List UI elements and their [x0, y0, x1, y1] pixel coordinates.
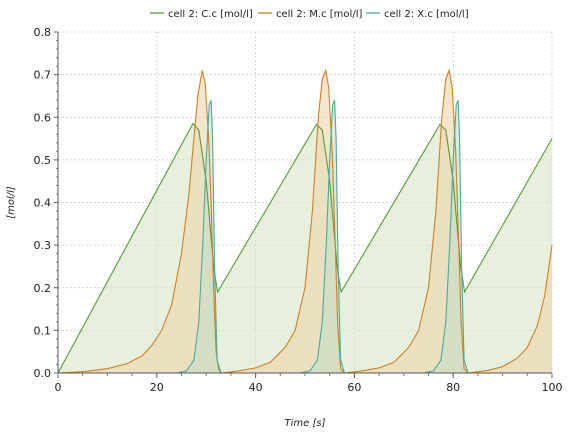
series-line-2	[58, 99, 552, 374]
y-tick-label-2: 0.2	[34, 282, 52, 295]
series-area-2	[58, 100, 552, 373]
x-tick-label-5: 100	[542, 381, 563, 394]
legend-label-0: cell 2: C.c [mol/l]	[168, 9, 253, 20]
axes: 0.0 0.1 0.2 0.3 0.4 0.5 0.6 0.7 0.8 0 20 40 60 80 100	[34, 26, 563, 394]
legend-label-2: cell 2: X.c [mol/l]	[384, 9, 469, 20]
y-tick-label-1: 0.1	[34, 324, 52, 337]
x-tick-label-2: 40	[249, 381, 263, 394]
series-line-0	[57, 122, 553, 374]
y-tick-label-4: 0.4	[34, 197, 52, 210]
legend-label-1: cell 2: M.c [mol/l]	[276, 9, 362, 20]
x-axis-title: Time [s]	[285, 418, 326, 429]
y-tick-label-8: 0.8	[34, 26, 52, 39]
y-tick-label-0: 0.0	[34, 367, 52, 380]
y-tick-label-3: 0.3	[34, 239, 52, 252]
x-tick-label-0: 0	[55, 381, 62, 394]
plot-area	[57, 31, 553, 374]
series-line-1	[57, 68, 553, 374]
x-tick-label-4: 80	[446, 381, 460, 394]
y-tick-label-6: 0.6	[34, 111, 52, 124]
series-area-1	[58, 70, 552, 374]
x-tick-label-3: 60	[347, 381, 361, 394]
y-tick-label-7: 0.7	[34, 69, 52, 82]
legend: cell 2: C.c [mol/l] cell 2: M.c [mol/l] ce…	[150, 9, 469, 20]
x-tick-label-1: 20	[150, 381, 164, 394]
y-axis-title: [mol/l]	[6, 186, 17, 219]
y-tick-label-5: 0.5	[34, 154, 52, 167]
